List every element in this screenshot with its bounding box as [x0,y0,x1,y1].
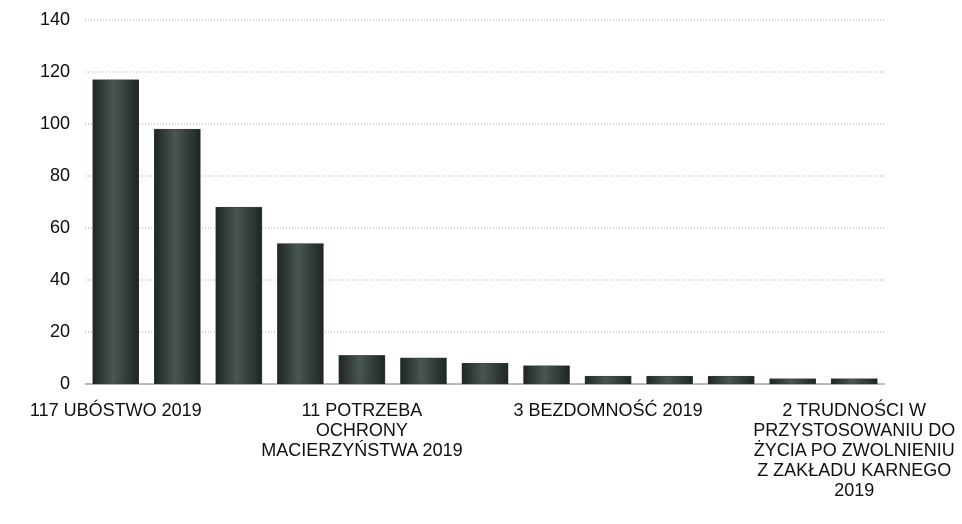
bar [584,375,632,385]
y-tick-label: 20 [50,321,70,341]
y-tick-label: 60 [50,217,70,237]
bar [215,206,263,385]
bar [830,378,878,385]
x-tick-label: 11 POTRZEBA OCHRONY MACIERZYŃSTWA 2019 [261,400,463,460]
bar [646,375,693,385]
y-tick-label: 120 [40,61,70,81]
bar [92,79,140,385]
bar [277,243,324,385]
bar [400,357,447,385]
bar [338,355,386,385]
y-tick-label: 140 [40,9,70,29]
x-tick-label: 117 UBÓSTWO 2019 [29,400,202,420]
x-tick-label: 2 TRUDNOŚCI W PRZYSTOSOWANIU DO ŻYCIA PO… [753,400,956,500]
bar [707,375,755,385]
y-tick-label: 80 [50,165,70,185]
y-tick-label: 0 [60,373,70,393]
y-tick-label: 100 [40,113,70,133]
x-tick-label: 3 BEZDOMNOŚĆ 2019 [513,400,703,420]
bar [769,378,816,385]
bar [461,362,509,385]
bar [154,128,201,385]
y-tick-label: 40 [50,269,70,289]
bar [523,365,570,385]
